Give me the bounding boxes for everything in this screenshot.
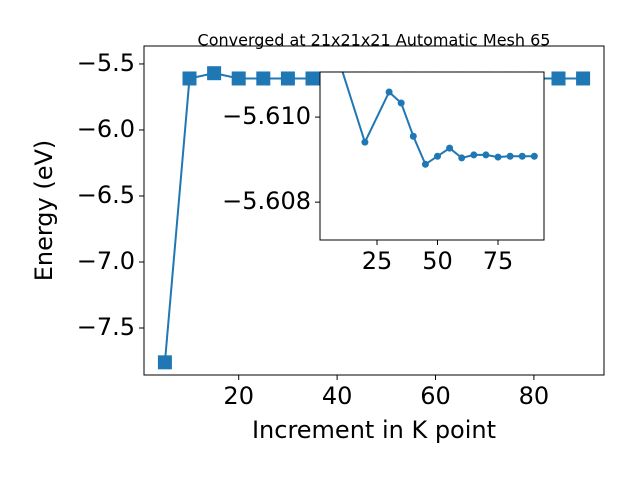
x-tick-label: 75	[483, 247, 514, 275]
y-tick-label: −7.5	[77, 313, 135, 341]
marker	[409, 132, 417, 140]
marker	[494, 153, 502, 161]
marker	[506, 152, 514, 160]
x-tick-label: 80	[519, 382, 550, 410]
x-tick-label: 60	[420, 382, 451, 410]
chart-title: Converged at 21x21x21 Automatic Mesh 65	[198, 31, 551, 50]
y-tick-label: −5.608	[222, 187, 311, 215]
y-tick-label: −5.610	[222, 102, 311, 130]
marker	[482, 151, 490, 159]
y-tick-label: −6.0	[77, 115, 135, 143]
marker	[446, 144, 454, 152]
plot-area	[341, 72, 538, 168]
marker	[256, 71, 271, 86]
marker	[280, 71, 295, 86]
marker	[421, 160, 429, 168]
marker	[470, 151, 478, 159]
x-tick-label: 40	[322, 382, 353, 410]
y-tick-label: −5.5	[77, 49, 135, 77]
x-axis-label: Increment in K point	[252, 416, 496, 444]
marker	[518, 152, 526, 160]
x-tick-label: 50	[422, 247, 453, 275]
marker	[434, 152, 442, 160]
marker	[361, 138, 369, 146]
marker	[385, 88, 393, 96]
marker	[551, 71, 566, 86]
axes-frame	[143, 45, 605, 376]
marker	[305, 71, 320, 86]
marker	[207, 66, 222, 81]
marker	[530, 152, 538, 160]
y-tick-label: −6.5	[77, 181, 135, 209]
marker	[157, 355, 172, 370]
marker	[182, 71, 197, 86]
marker	[576, 71, 591, 86]
x-tick-label: 20	[223, 382, 254, 410]
y-tick-label: −7.0	[77, 247, 135, 275]
y-axis-label: Energy (eV)	[30, 140, 58, 282]
marker	[458, 154, 466, 162]
axes-frame	[319, 71, 545, 241]
marker	[231, 71, 246, 86]
marker	[397, 99, 405, 107]
x-tick-label: 25	[362, 247, 393, 275]
